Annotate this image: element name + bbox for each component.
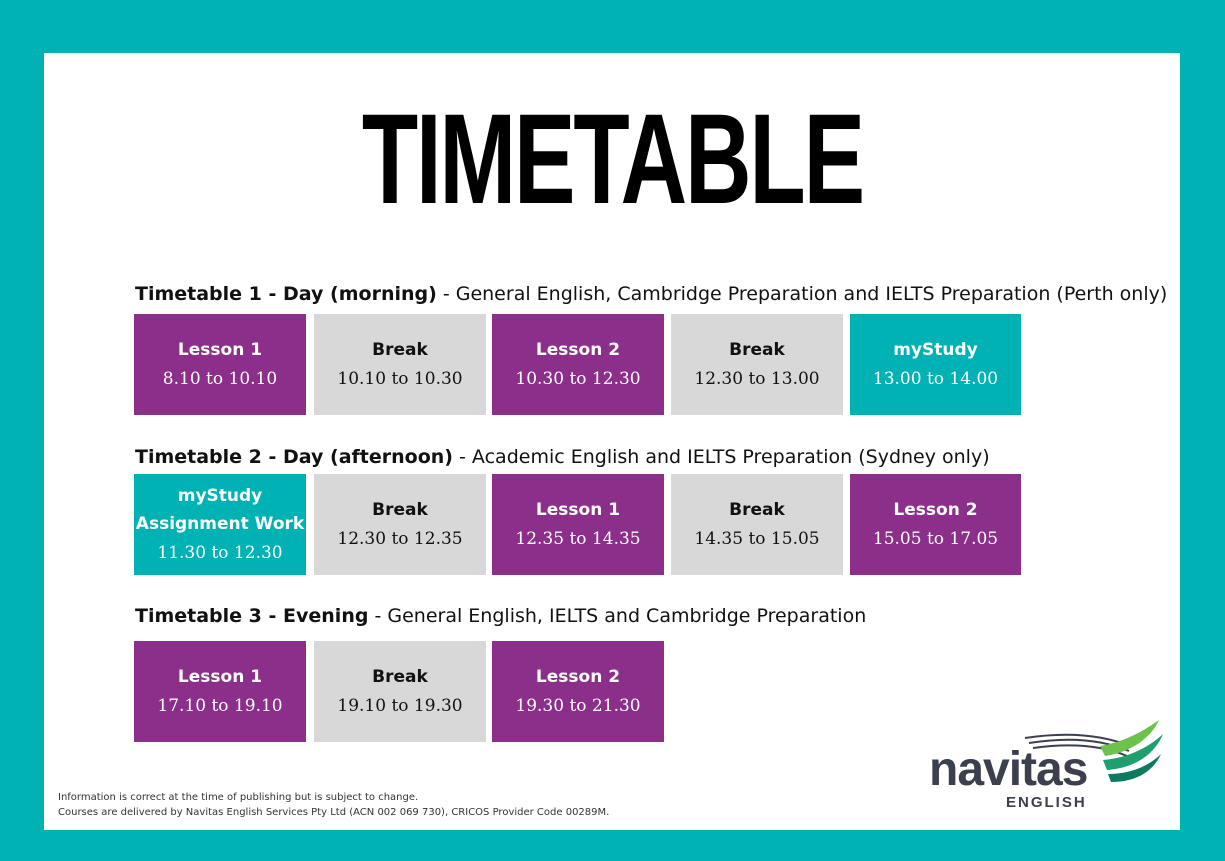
cell-label: Lesson 2 bbox=[535, 339, 621, 360]
timetable-1-cell-break-2: Break 12.30 to 13.00 bbox=[671, 314, 843, 415]
timetable-3-cell-lesson-2: Lesson 2 19.30 to 21.30 bbox=[492, 641, 664, 742]
cell-time: 11.30 to 12.30 bbox=[157, 542, 283, 563]
timetable-1-cell-break-1: Break 10.10 to 10.30 bbox=[314, 314, 486, 415]
timetable-3-sep: - bbox=[261, 605, 284, 627]
cell-time: 19.10 to 19.30 bbox=[337, 695, 463, 716]
cell-time: 10.10 to 10.30 bbox=[337, 368, 463, 389]
timetable-2-cell-break-1: Break 12.30 to 12.35 bbox=[314, 474, 486, 575]
cell-label: Break bbox=[729, 339, 785, 360]
timetable-3-cell-break: Break 19.10 to 19.30 bbox=[314, 641, 486, 742]
cell-time: 12.35 to 14.35 bbox=[515, 528, 641, 549]
timetable-2-cell-lesson-2: Lesson 2 15.05 to 17.05 bbox=[850, 474, 1021, 575]
footer-line-1: Information is correct at the time of pu… bbox=[58, 792, 419, 803]
cell-label: Lesson 2 bbox=[535, 666, 621, 687]
page-title: TIMETABLE bbox=[361, 88, 865, 231]
cell-label: Break bbox=[729, 499, 785, 520]
timetable-2-desc: - Academic English and IELTS Preparation… bbox=[453, 446, 990, 468]
cell-time: 15.05 to 17.05 bbox=[872, 528, 999, 549]
timetable-2-sep: - bbox=[261, 446, 284, 468]
timetable-1-sep: - bbox=[261, 283, 284, 305]
cell-label: Break bbox=[372, 666, 428, 687]
cell-label-2: Assignment Work bbox=[135, 513, 305, 534]
timetable-3-heading: Timetable 3 - Evening - General English,… bbox=[135, 605, 866, 627]
timetable-1-cell-mystudy: myStudy 13.00 to 14.00 bbox=[850, 314, 1021, 415]
timetable-1-period: Day (morning) bbox=[283, 283, 437, 305]
cell-time: 19.30 to 21.30 bbox=[515, 695, 641, 716]
timetable-1-label: Timetable 1 bbox=[135, 283, 262, 305]
logo-wordmark: navitas bbox=[929, 743, 1088, 796]
cell-label: Lesson 2 bbox=[893, 499, 978, 520]
timetable-1-cell-lesson-1: Lesson 1 8.10 to 10.10 bbox=[134, 314, 306, 415]
cell-label: Break bbox=[372, 339, 428, 360]
cell-label: Break bbox=[372, 499, 428, 520]
cell-label: Lesson 1 bbox=[177, 666, 263, 687]
timetable-1-cell-lesson-2: Lesson 2 10.30 to 12.30 bbox=[492, 314, 664, 415]
timetable-2-cell-lesson-1: Lesson 1 12.35 to 14.35 bbox=[492, 474, 664, 575]
timetable-3-period: Evening bbox=[283, 605, 369, 627]
cell-time: 12.30 to 12.35 bbox=[337, 528, 463, 549]
timetable-2-cell-mystudy: myStudy Assignment Work 11.30 to 12.30 bbox=[134, 474, 306, 575]
timetable-3-cell-lesson-1: Lesson 1 17.10 to 19.10 bbox=[134, 641, 306, 742]
timetable-1-desc: - General English, Cambridge Preparation… bbox=[436, 283, 1168, 305]
timetable-1-heading: Timetable 1 - Day (morning) - General En… bbox=[135, 283, 1167, 305]
cell-time: 17.10 to 19.10 bbox=[157, 695, 283, 716]
cell-time: 14.35 to 15.05 bbox=[694, 528, 820, 549]
cell-time: 13.00 to 14.00 bbox=[872, 368, 999, 389]
timetable-2-period: Day (afternoon) bbox=[283, 446, 453, 468]
cell-time: 12.30 to 13.00 bbox=[694, 368, 820, 389]
footer-notes: Information is correct at the time of pu… bbox=[58, 790, 609, 820]
navitas-logo-mark bbox=[1024, 720, 1163, 782]
cell-label: myStudy bbox=[893, 339, 978, 360]
cell-time: 8.10 to 10.10 bbox=[162, 368, 278, 389]
cell-time: 10.30 to 12.30 bbox=[515, 368, 641, 389]
cell-label: myStudy bbox=[177, 485, 263, 506]
timetable-3-label: Timetable 3 bbox=[135, 605, 262, 627]
timetable-2-cell-break-2: Break 14.35 to 15.05 bbox=[671, 474, 843, 575]
cell-label: Lesson 1 bbox=[177, 339, 263, 360]
timetable-2-heading: Timetable 2 - Day (afternoon) - Academic… bbox=[135, 446, 990, 468]
logo-subtitle: ENGLISH bbox=[1006, 794, 1087, 811]
timetable-3-desc: - General English, IELTS and Cambridge P… bbox=[368, 605, 867, 627]
cell-label: Lesson 1 bbox=[535, 499, 621, 520]
timetable-2-label: Timetable 2 bbox=[135, 446, 262, 468]
footer-line-2: Courses are delivered by Navitas English… bbox=[58, 807, 610, 818]
